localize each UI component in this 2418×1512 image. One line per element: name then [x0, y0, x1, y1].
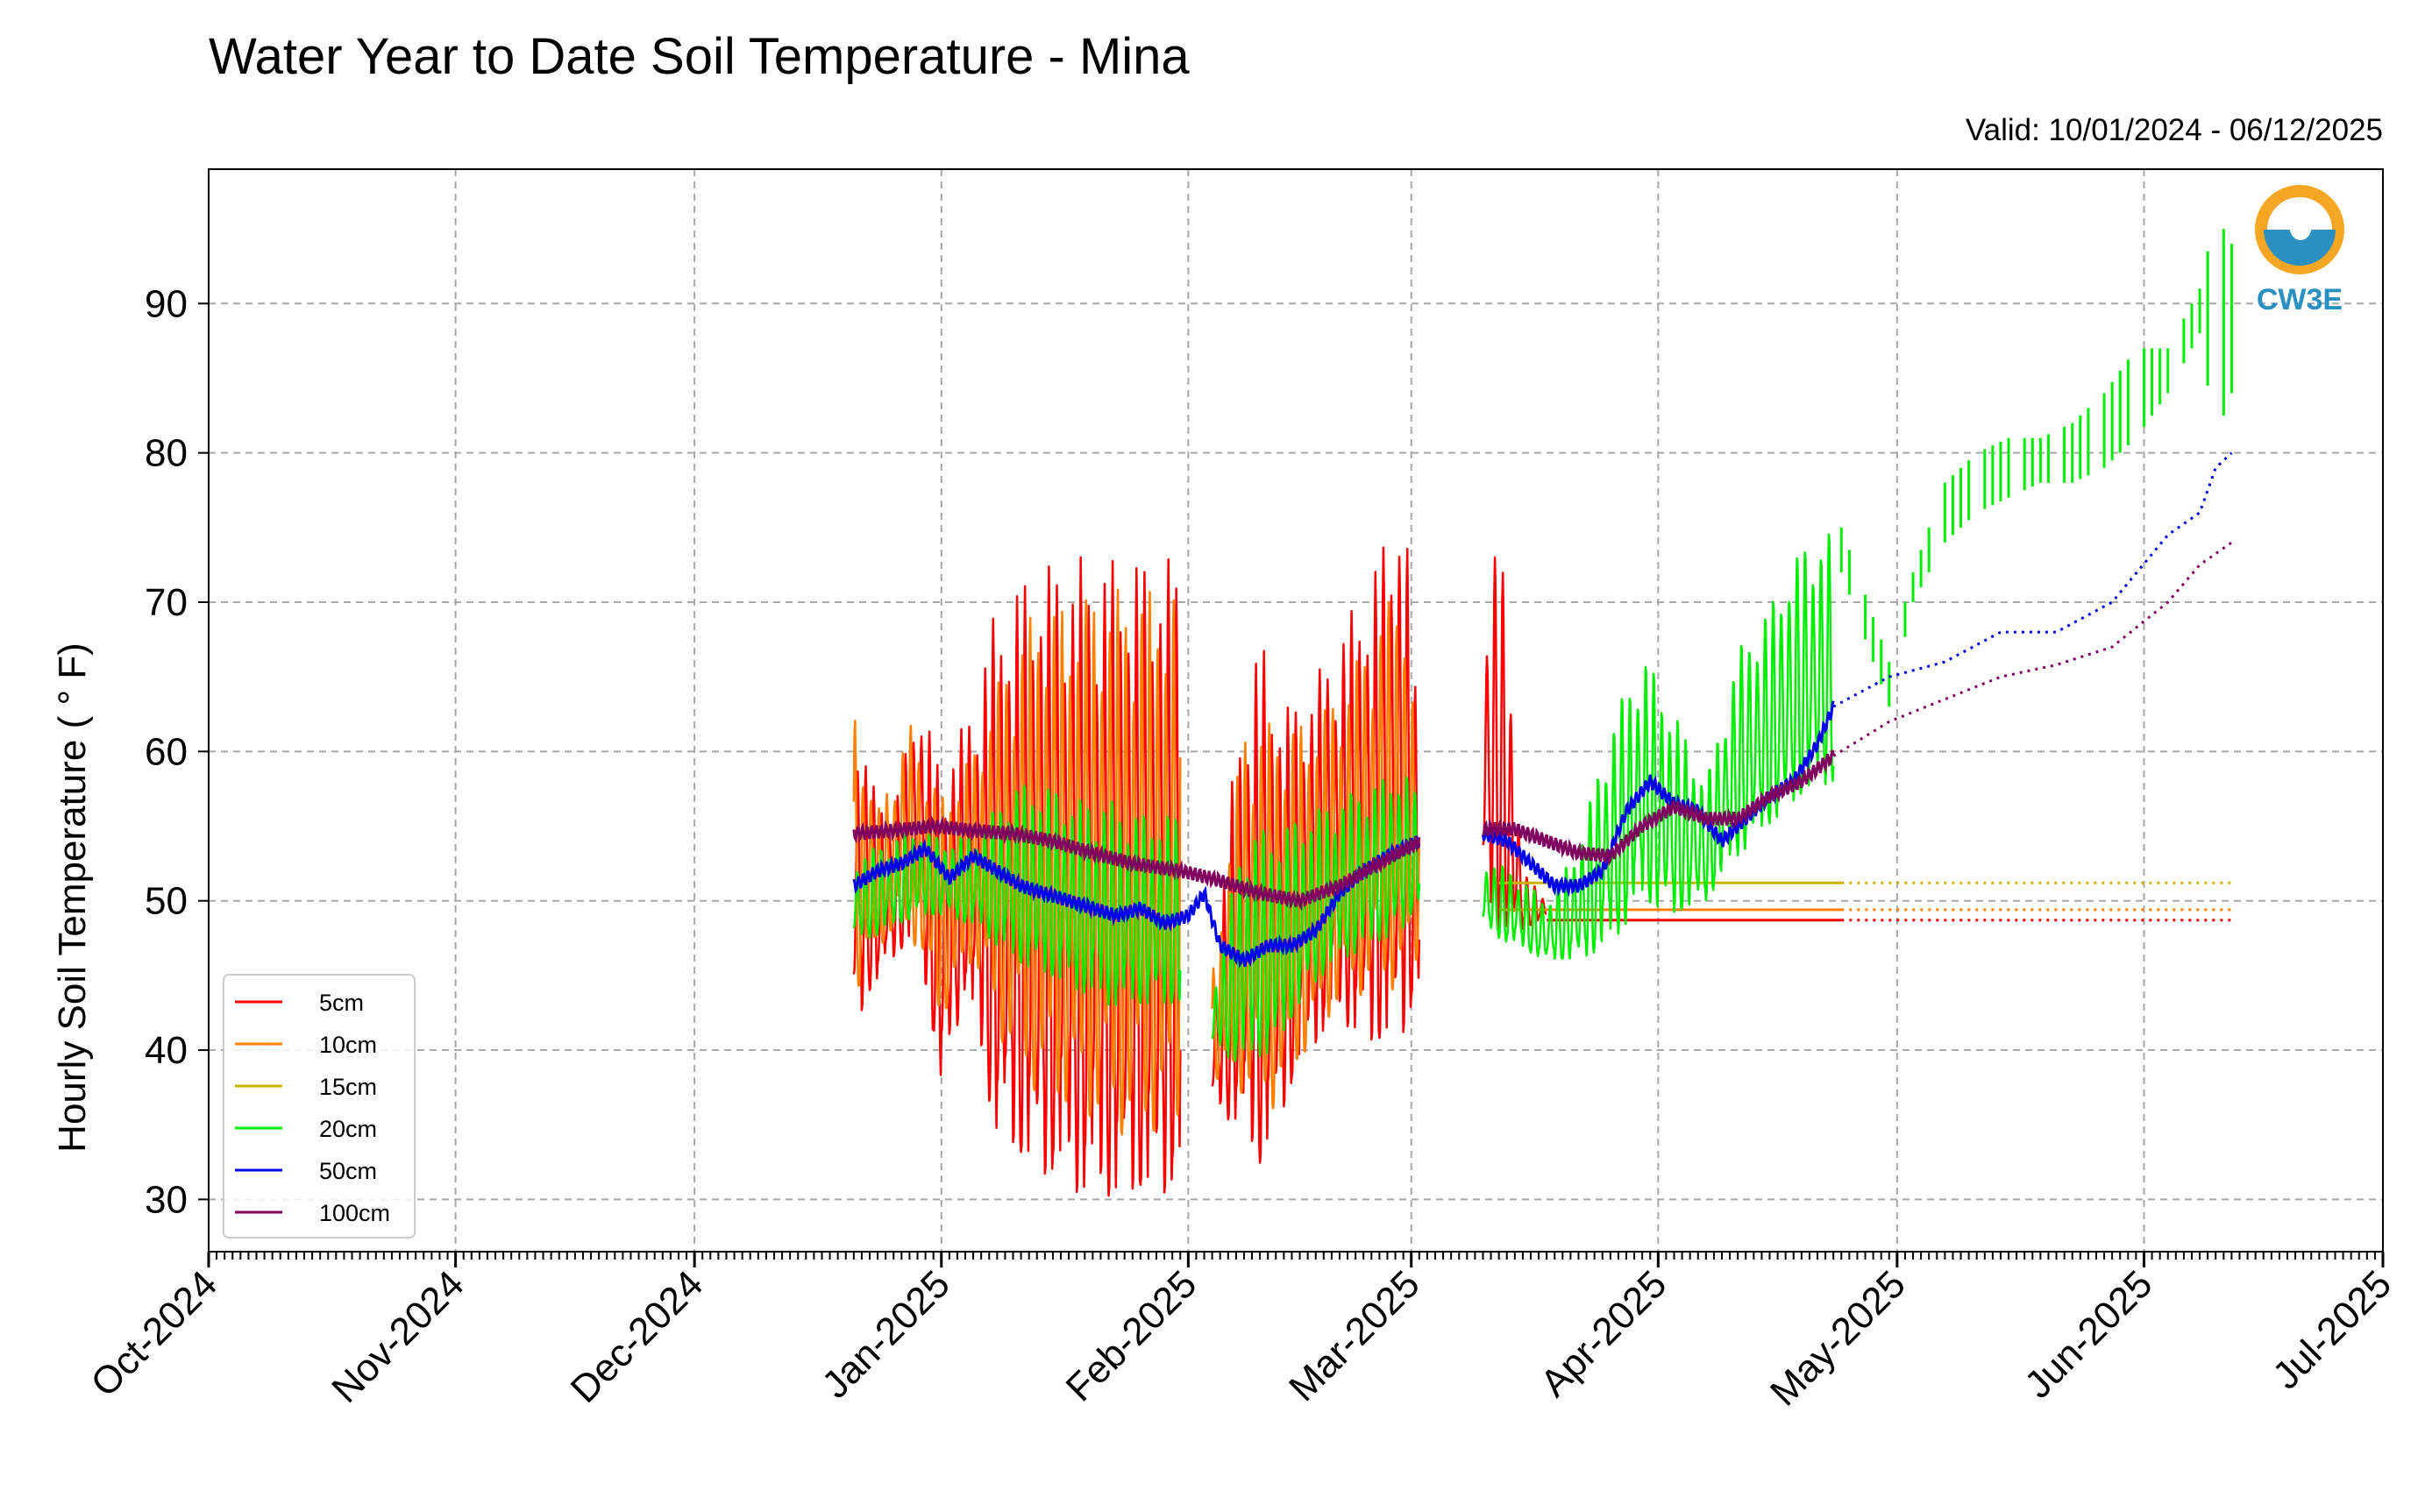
series-line-100cm [1832, 541, 2233, 757]
logo-ring [2255, 185, 2344, 274]
legend-label: 100cm [319, 1200, 390, 1226]
logo-text: CW3E [2257, 283, 2343, 316]
chart-title: Water Year to Date Soil Temperature - Mi… [209, 28, 1190, 85]
x-tick-label: Dec-2024 [563, 1262, 712, 1411]
plot-frame [208, 168, 2384, 1253]
logo-wave [2264, 230, 2336, 266]
series-line-100cm [852, 815, 1421, 912]
x-tick-label: Jun-2025 [2016, 1262, 2160, 1406]
x-tick-label: Jan-2025 [814, 1262, 957, 1406]
legend-label: 10cm [319, 1032, 377, 1058]
y-tick-label: 60 [145, 730, 188, 773]
legend-label: 5cm [319, 990, 364, 1016]
chart-subtitle: Valid: 10/01/2024 - 06/12/2025 [1966, 113, 2383, 147]
series-line-50cm [1832, 451, 2233, 708]
x-tick-label: Feb-2025 [1058, 1262, 1205, 1409]
y-tick-label: 40 [145, 1029, 188, 1072]
grid [208, 169, 2384, 1252]
legend: 5cm 10cm 15cm 20cm 50cm 100cm [223, 974, 416, 1239]
y-tick-label: 50 [145, 880, 188, 923]
series-100cm [852, 541, 2233, 912]
series-line-20cm [852, 784, 1182, 1006]
series-line-5cm [1482, 556, 1547, 932]
cw3e-logo: CW3E [2255, 185, 2344, 316]
series-line-20cm [1482, 533, 1835, 961]
y-tick-label: 70 [145, 581, 188, 624]
x-tick-label: May-2025 [1762, 1262, 1914, 1414]
x-tick-label: Oct-2024 [82, 1262, 225, 1405]
x-tick-label: Jul-2025 [2265, 1262, 2400, 1397]
x-tick-labels: Oct-2024 Nov-2024 Dec-2024 Jan-2025 Feb-2025… [82, 1262, 2400, 1414]
series-layer [852, 229, 2233, 1197]
series-10cm [852, 588, 2232, 1136]
water-drop-icon [2289, 200, 2312, 240]
y-axis-label: Hourly Soil Temperature ( ° F) [51, 642, 94, 1153]
x-tick-label: Mar-2025 [1281, 1262, 1428, 1409]
y-tick-labels: 30 40 50 60 70 80 90 [145, 282, 188, 1221]
legend-label: 50cm [319, 1158, 377, 1184]
y-tick-label: 30 [145, 1178, 188, 1221]
legend-label: 20cm [319, 1116, 377, 1142]
y-tick-label: 90 [145, 282, 188, 325]
x-tick-label: Nov-2024 [324, 1262, 473, 1411]
axis-ticks [198, 302, 2385, 1267]
series-line-50cm [852, 835, 1421, 969]
legend-label: 15cm [319, 1074, 377, 1100]
legend-box [223, 974, 416, 1239]
x-tick-label: Apr-2025 [1533, 1262, 1675, 1405]
y-tick-label: 80 [145, 432, 188, 475]
series-line-100cm [1482, 749, 1835, 867]
